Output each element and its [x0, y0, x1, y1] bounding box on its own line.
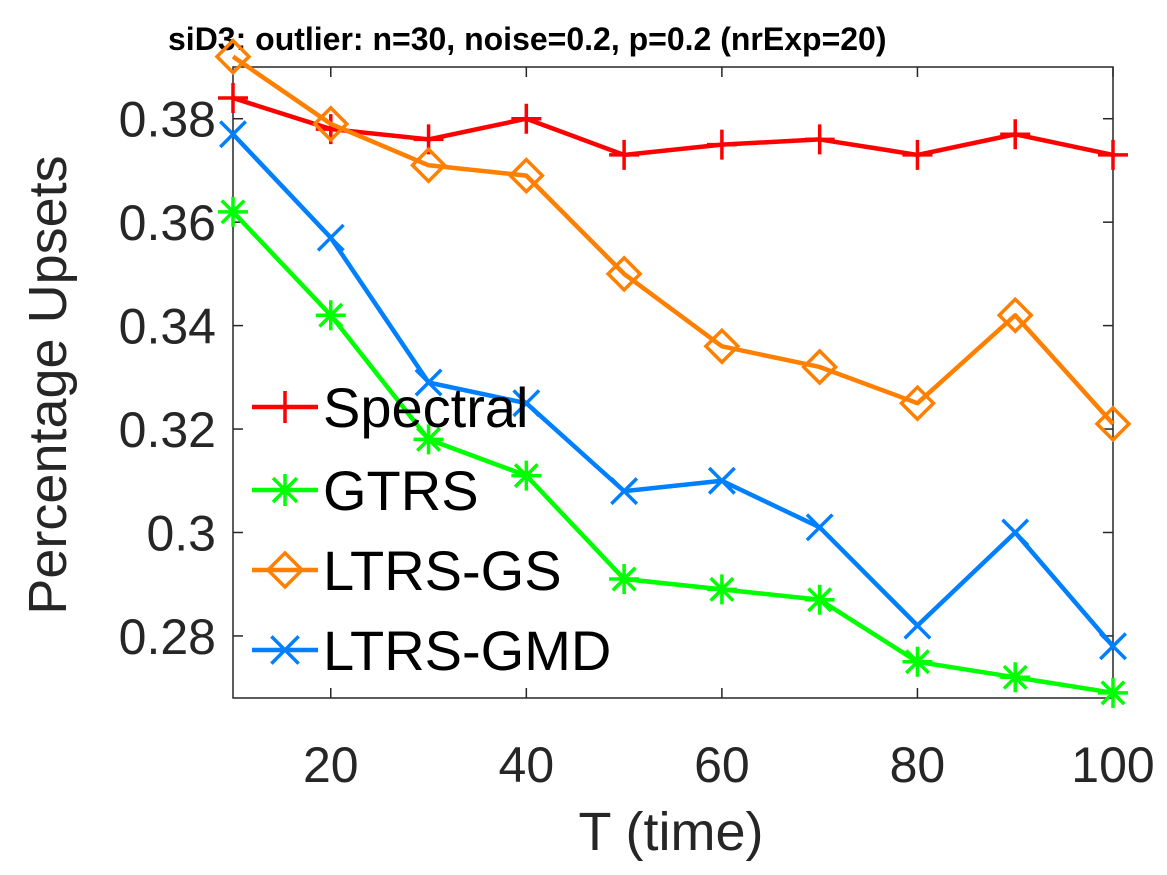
- series-line: [231, 132, 1115, 648]
- plot-area: [232, 66, 1114, 699]
- diamond-marker: [996, 296, 1034, 334]
- x-tick-label: 60: [694, 737, 750, 793]
- y-tick-label: 0.36: [119, 195, 216, 251]
- series-gtrs: [218, 196, 1128, 708]
- series-ltrs-gs: [214, 38, 1132, 443]
- diamond-marker: [703, 327, 741, 365]
- legend-label: GTRS: [323, 459, 479, 522]
- legend-item: GTRS: [252, 459, 479, 522]
- asterisk-marker: [706, 574, 737, 605]
- diamond-marker: [265, 550, 305, 590]
- asterisk-marker: [804, 584, 835, 615]
- plus-marker: [1000, 119, 1031, 150]
- asterisk-marker: [902, 646, 933, 677]
- diamond-marker: [605, 255, 643, 293]
- y-axis-label: Percentage Upsets: [18, 155, 78, 614]
- x-marker: [805, 513, 834, 542]
- x-marker: [219, 120, 247, 149]
- legend-item: LTRS-GMD: [252, 619, 611, 682]
- x-marker: [1099, 632, 1127, 661]
- x-tick-label: 20: [303, 737, 359, 793]
- asterisk-marker: [1098, 677, 1128, 708]
- asterisk-marker: [269, 474, 301, 506]
- legend-label: Spectral: [323, 376, 528, 439]
- y-tick-label: 0.28: [119, 609, 216, 665]
- x-marker: [270, 635, 300, 665]
- asterisk-marker: [609, 564, 640, 595]
- x-tick-label: 80: [890, 737, 946, 793]
- plus-marker: [1098, 139, 1128, 170]
- x-marker: [1001, 518, 1030, 547]
- diamond-marker: [1094, 405, 1132, 443]
- x-axis-label: T (time): [579, 802, 764, 862]
- series-line: [231, 54, 1115, 426]
- axis-ticks: 20 40 60 80 100 0.28 0.3 0.32 0.34 0.36 0.38: [119, 67, 1155, 793]
- asterisk-marker: [218, 196, 248, 227]
- y-tick-label: 0.38: [119, 92, 216, 148]
- x-marker: [903, 611, 932, 640]
- legend-label: LTRS-GMD: [323, 619, 611, 682]
- chart-title: siD3: outlier: n=30, noise=0.2, p=0.2 (n…: [168, 21, 887, 57]
- y-tick-label: 0.34: [119, 299, 216, 355]
- x-marker: [512, 389, 541, 418]
- asterisk-marker: [1000, 662, 1031, 693]
- diamond-marker: [312, 105, 350, 143]
- series-spectral: [218, 83, 1128, 170]
- diamond-marker: [214, 38, 252, 76]
- series-ltrs-gmd: [219, 120, 1127, 661]
- plus-marker: [609, 139, 640, 170]
- x-marker: [414, 368, 443, 397]
- diamond-marker: [898, 384, 936, 422]
- series-layer: [214, 38, 1132, 708]
- x-marker: [316, 223, 345, 252]
- x-tick-label: 100: [1071, 737, 1154, 793]
- plus-marker: [706, 129, 737, 160]
- plus-marker: [511, 103, 542, 134]
- x-marker: [707, 466, 736, 495]
- diamond-marker: [507, 157, 545, 195]
- y-tick-label: 0.32: [119, 402, 216, 458]
- plot-frame: [232, 66, 1114, 699]
- legend: Spectral GTRS LTRS-GS LTRS-GMD: [252, 376, 611, 682]
- legend-item: LTRS-GS: [252, 539, 562, 602]
- y-tick-label: 0.3: [146, 505, 216, 561]
- x-tick-label: 40: [499, 737, 555, 793]
- diamond-marker: [410, 146, 448, 184]
- legend-item: Spectral: [252, 376, 528, 439]
- x-marker: [610, 477, 639, 506]
- plus-marker: [804, 124, 835, 155]
- asterisk-marker: [511, 460, 542, 491]
- plus-marker: [902, 139, 933, 170]
- series-line: [231, 210, 1114, 696]
- plus-marker: [218, 83, 248, 114]
- plus-marker: [269, 391, 301, 423]
- asterisk-marker: [315, 300, 346, 331]
- diamond-marker: [801, 348, 839, 386]
- series-line: [232, 95, 1114, 158]
- legend-label: LTRS-GS: [323, 539, 562, 602]
- asterisk-marker: [413, 424, 444, 455]
